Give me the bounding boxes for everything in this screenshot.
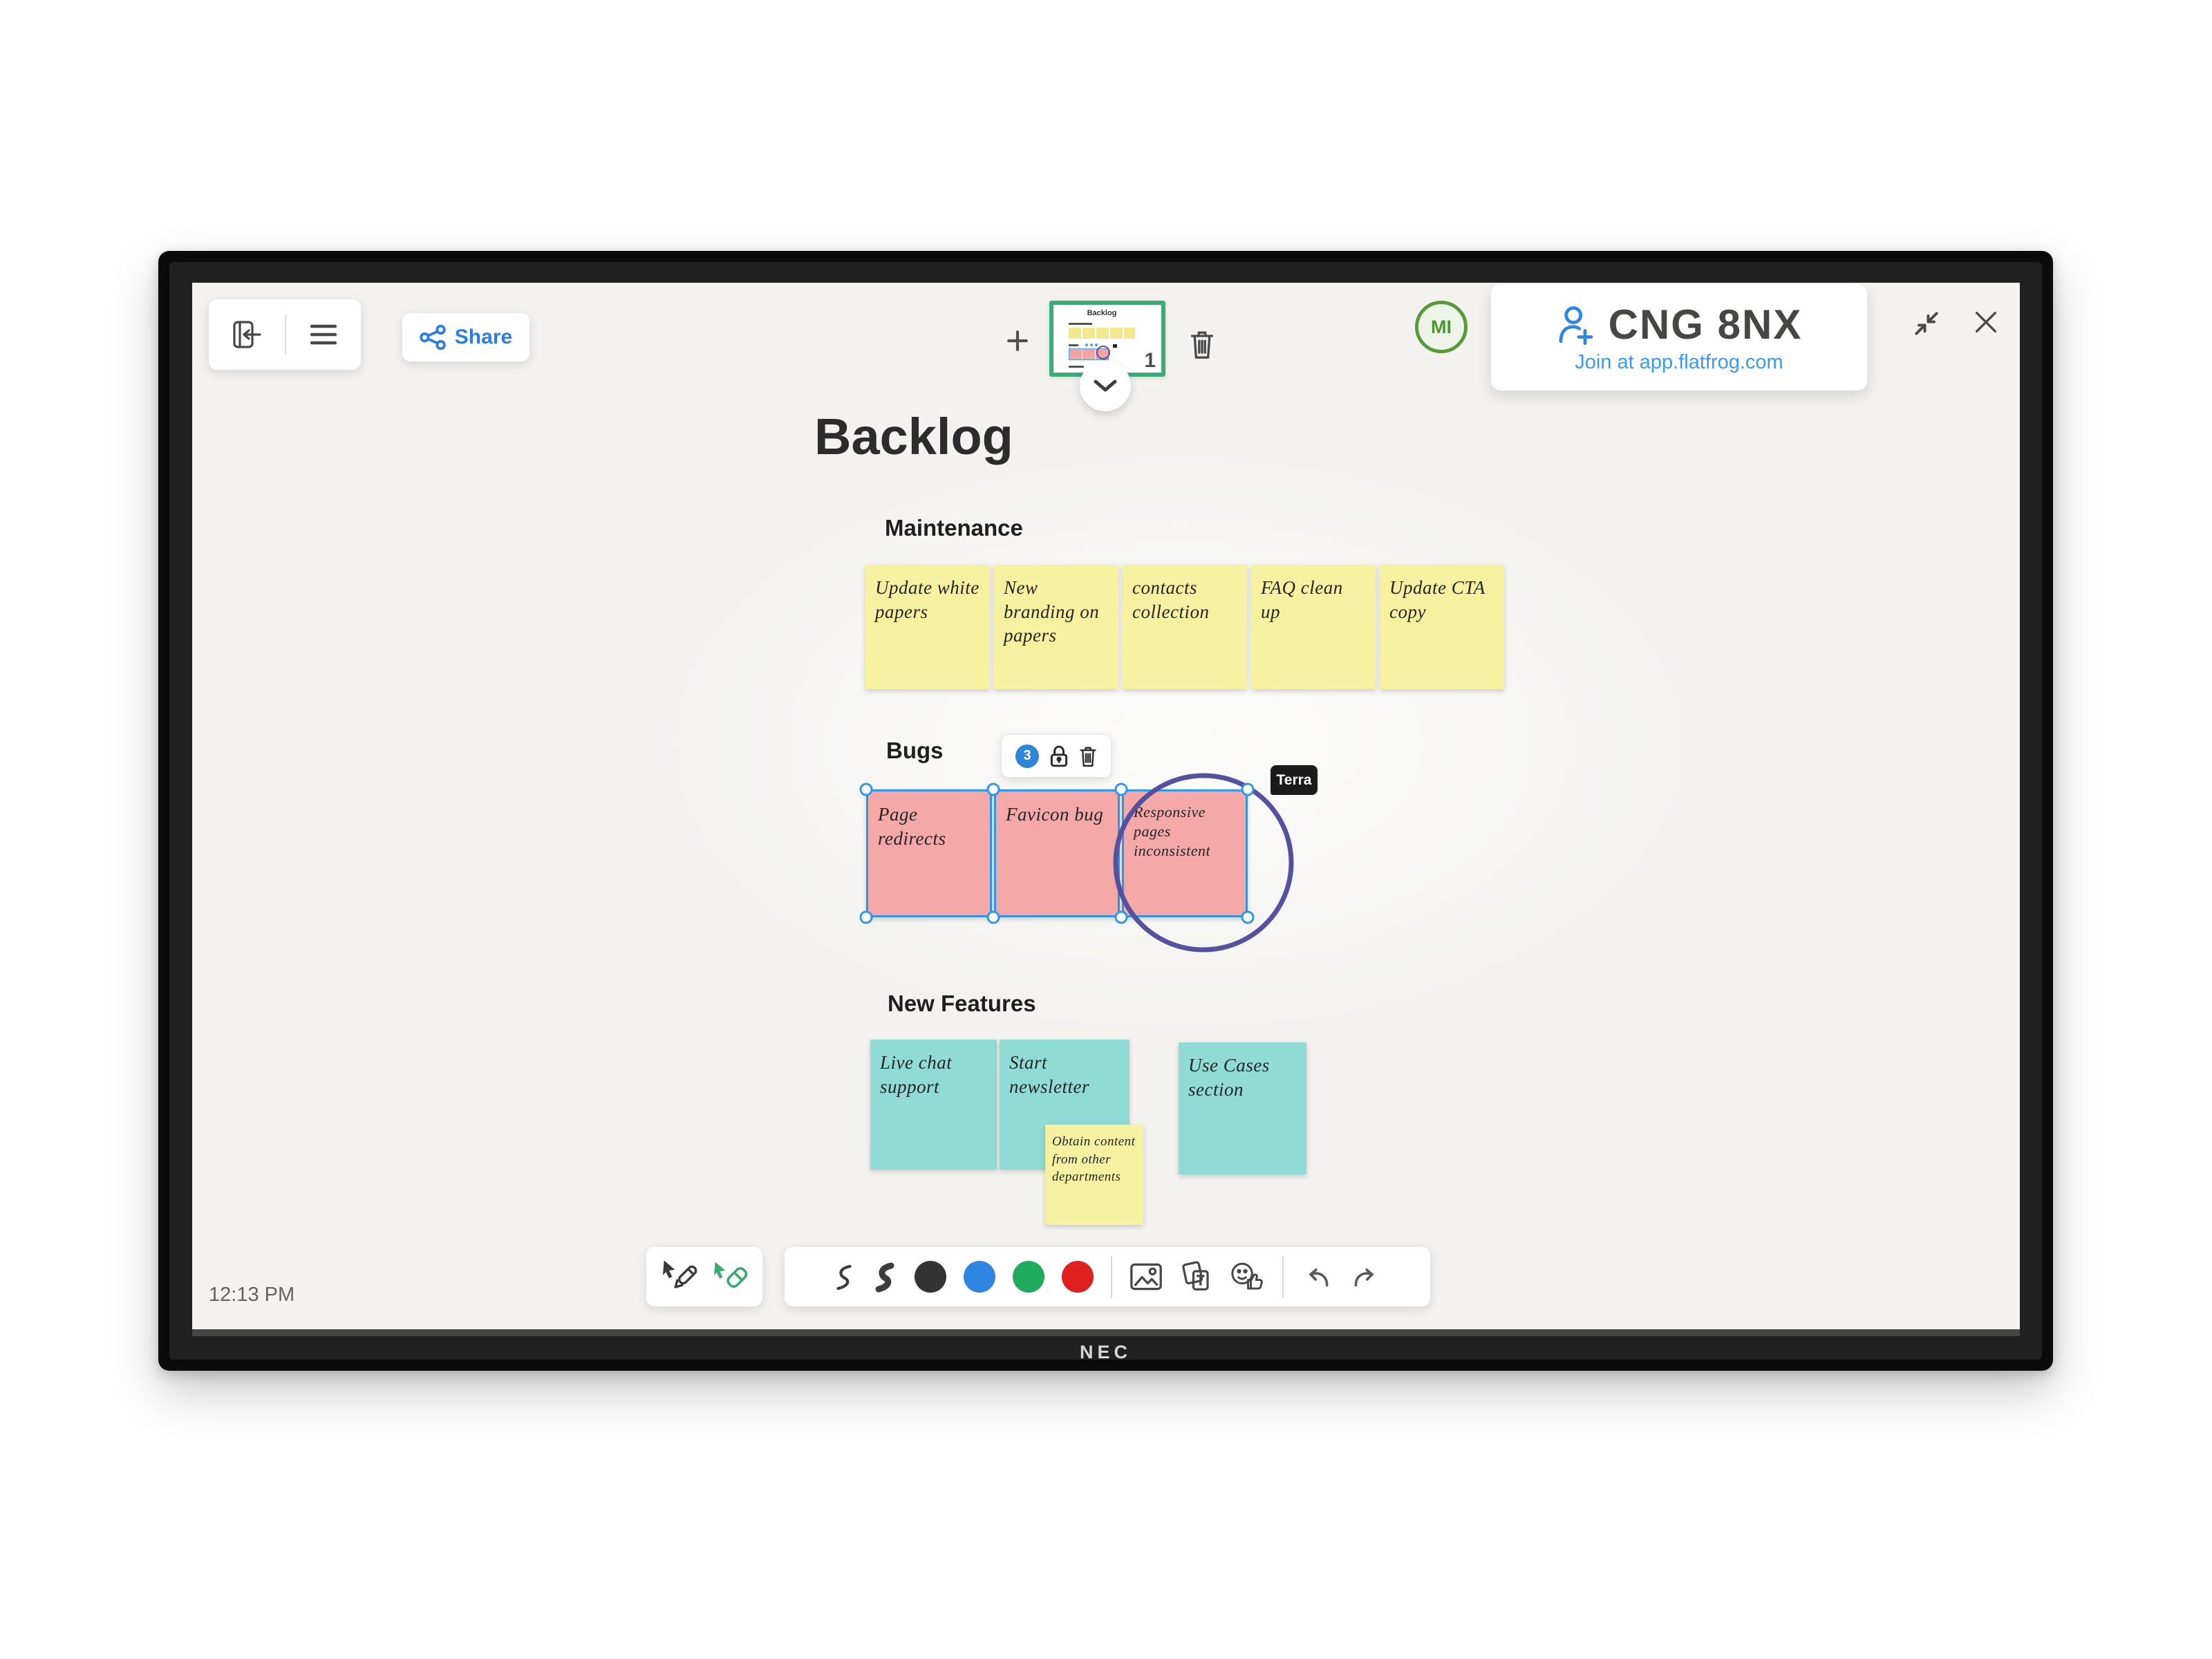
sticky-note[interactable]: New branding on papers (994, 565, 1118, 689)
thick-stroke-icon (875, 1262, 894, 1293)
thumbnail-cursor-tag (1113, 344, 1117, 348)
trash-icon (1190, 331, 1214, 359)
selection-count-badge: 3 (1015, 744, 1039, 768)
sticky-note[interactable]: Obtain content from other departments (1045, 1125, 1143, 1225)
clock: 12:13 PM (209, 1284, 295, 1306)
redo-button[interactable] (1350, 1264, 1382, 1289)
redo-icon (1354, 1268, 1374, 1287)
hamburger-icon (310, 324, 337, 345)
add-page-button[interactable] (1000, 323, 1035, 359)
section-label-bugs[interactable]: Bugs (886, 738, 944, 763)
insert-image-button[interactable] (1130, 1263, 1163, 1291)
drawing-toolbar (785, 1247, 1430, 1306)
pen-tool-button[interactable] (660, 1259, 697, 1295)
pen-cursor-icon (662, 1260, 697, 1288)
section-label-maintenance[interactable]: Maintenance (885, 515, 1023, 541)
invite-person-icon (1559, 306, 1593, 345)
join-link[interactable]: Join at app.flatfrog.com (1575, 351, 1783, 373)
trash-icon (1080, 747, 1096, 767)
nec-display-frame: Share Backlog (158, 251, 2053, 1371)
collapse-icon (1915, 312, 1938, 335)
thumbnail-yellow-row (1069, 328, 1135, 339)
session-code: CNG 8NX (1608, 301, 1803, 348)
image-icon (1130, 1263, 1162, 1291)
bezel-chamfer (192, 1329, 2020, 1336)
section-label-new-features[interactable]: New Features (888, 991, 1036, 1016)
board-title[interactable]: Backlog (814, 408, 1013, 465)
delete-page-button[interactable] (1186, 326, 1218, 363)
page-number: 1 (1144, 349, 1156, 372)
selection-handle[interactable] (1241, 910, 1255, 924)
selection-handle[interactable] (986, 910, 1000, 924)
board-menu-card (209, 299, 361, 370)
thumbnail-section-bar (1069, 323, 1092, 325)
undo-button[interactable] (1301, 1264, 1333, 1289)
avatar-initials: MI (1431, 316, 1452, 337)
tool-mode-card (646, 1247, 762, 1306)
thick-stroke-button[interactable] (872, 1261, 897, 1293)
plus-icon (1007, 330, 1028, 351)
close-icon (1976, 312, 1996, 332)
eraser-cursor-icon (713, 1262, 748, 1288)
share-label: Share (454, 326, 513, 348)
join-row: CNG 8NX (1556, 301, 1803, 348)
thumbnail-toolbar-dots (1085, 344, 1098, 346)
menu-button[interactable] (308, 321, 339, 348)
exit-board-button[interactable] (231, 318, 263, 351)
close-button[interactable] (1967, 303, 2005, 341)
selection-handle[interactable] (986, 782, 1000, 796)
thumbnail-title: Backlog (1087, 309, 1117, 317)
color-red-button[interactable] (1062, 1261, 1094, 1293)
sticky-note[interactable]: Update white papers (865, 565, 990, 689)
divider (285, 315, 286, 355)
sticky-note-selected[interactable]: Favicon bug (994, 789, 1120, 917)
share-icon (420, 324, 446, 350)
thin-stroke-button[interactable] (833, 1262, 855, 1292)
color-green-button[interactable] (1013, 1261, 1044, 1293)
color-blue-button[interactable] (964, 1261, 995, 1293)
avatar[interactable]: MI (1415, 301, 1468, 353)
eraser-tool-button[interactable] (711, 1259, 749, 1295)
whiteboard-app: Share Backlog (192, 283, 2020, 1329)
sticky-note[interactable]: Use Cases section (1179, 1042, 1306, 1174)
remote-cursor-label: Terra (1271, 765, 1318, 795)
toolbar-divider (1282, 1256, 1284, 1297)
selection-handle[interactable] (1241, 782, 1255, 796)
note-text-icon (1182, 1261, 1209, 1291)
sticky-note[interactable]: Live chat support (870, 1040, 997, 1170)
sticky-note[interactable]: Update CTA copy (1380, 565, 1504, 689)
undo-icon (1309, 1268, 1329, 1287)
sticky-note-text-button[interactable] (1180, 1261, 1213, 1293)
thin-stroke-icon (836, 1264, 852, 1291)
minimize-button[interactable] (1908, 305, 1945, 342)
selection-toolbar: 3 (1001, 734, 1112, 778)
smiley-thumbs-up-icon (1231, 1262, 1263, 1290)
selection-handle[interactable] (859, 910, 873, 924)
thumbnail-section-bar (1069, 366, 1084, 368)
exit-board-icon (233, 321, 261, 348)
sticky-note[interactable]: FAQ clean up (1251, 565, 1376, 689)
selection-handle[interactable] (1114, 910, 1128, 924)
reactions-button[interactable] (1230, 1262, 1265, 1292)
chevron-down-icon (1094, 379, 1117, 392)
selection-handle[interactable] (1114, 782, 1128, 796)
sticky-note-selected[interactable]: Page redirects (866, 789, 992, 917)
delete-selection-button[interactable] (1079, 745, 1097, 767)
thumbnail-marker-circle (1096, 346, 1110, 359)
lock-icon (1050, 745, 1068, 767)
pages-collapse-button[interactable] (1080, 360, 1131, 411)
toolbar-divider (1111, 1256, 1112, 1297)
selection-handle[interactable] (859, 782, 873, 796)
share-button[interactable]: Share (402, 313, 529, 362)
sticky-note[interactable]: contacts collection (1123, 565, 1247, 689)
thumbnail-section-bar (1069, 344, 1078, 346)
color-black-button[interactable] (915, 1261, 946, 1293)
nec-logo: NEC (1079, 1342, 1132, 1362)
sticky-note-selected[interactable]: Responsive pages inconsistent (1122, 789, 1248, 917)
join-session-panel[interactable]: CNG 8NX Join at app.flatfrog.com (1491, 284, 1867, 391)
lock-selection-button[interactable] (1049, 744, 1069, 768)
